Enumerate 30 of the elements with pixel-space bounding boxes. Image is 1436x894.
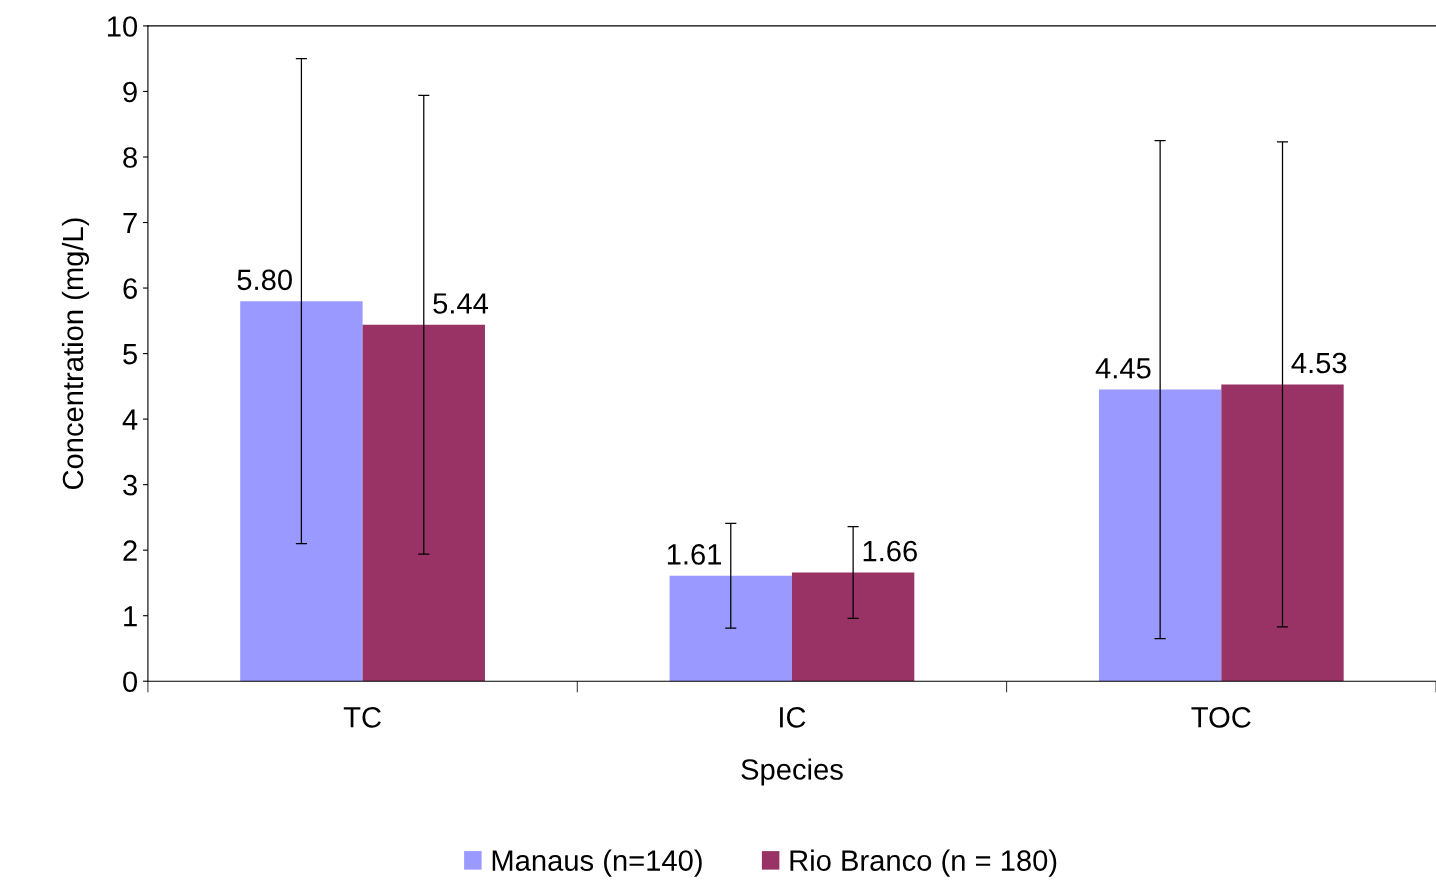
y-tick-label: 4 bbox=[122, 409, 138, 430]
y-tick-label: 9 bbox=[123, 81, 137, 103]
data-label: 1.61 bbox=[667, 544, 722, 565]
y-tick-label: 2 bbox=[123, 540, 137, 561]
data-label: 4.45 bbox=[1095, 358, 1151, 379]
bar bbox=[362, 324, 485, 682]
data-label: 1.66 bbox=[863, 540, 917, 562]
y-tick-label: 10 bbox=[107, 16, 138, 37]
legend-label: Rio Branco (n = 180) bbox=[790, 849, 1057, 877]
y-tick-label: 7 bbox=[123, 213, 137, 234]
y-tick-label: 6 bbox=[123, 278, 137, 299]
x-tick-label: IC bbox=[780, 707, 806, 728]
x-tick-label: TC bbox=[343, 707, 381, 728]
bar bbox=[1098, 389, 1222, 682]
y-tick-label: 8 bbox=[123, 147, 137, 168]
bar bbox=[669, 575, 792, 682]
x-tick-label: TOC bbox=[1191, 707, 1251, 728]
bar bbox=[791, 572, 915, 682]
legend-label: Manaus (n=140) bbox=[492, 849, 702, 877]
data-label: 4.53 bbox=[1291, 352, 1347, 374]
x-axis-title: Species bbox=[741, 758, 843, 786]
bar bbox=[1221, 384, 1344, 682]
y-tick-label: 0 bbox=[123, 671, 138, 693]
y-tick-label: 1 bbox=[124, 606, 137, 627]
bar bbox=[240, 301, 363, 682]
y-tick-label: 5 bbox=[123, 344, 137, 365]
y-axis-title: Concentration (mg/L) bbox=[61, 218, 90, 490]
data-label: 5.44 bbox=[433, 293, 489, 314]
data-label: 5.80 bbox=[237, 269, 292, 291]
y-tick-label: 3 bbox=[123, 474, 137, 496]
